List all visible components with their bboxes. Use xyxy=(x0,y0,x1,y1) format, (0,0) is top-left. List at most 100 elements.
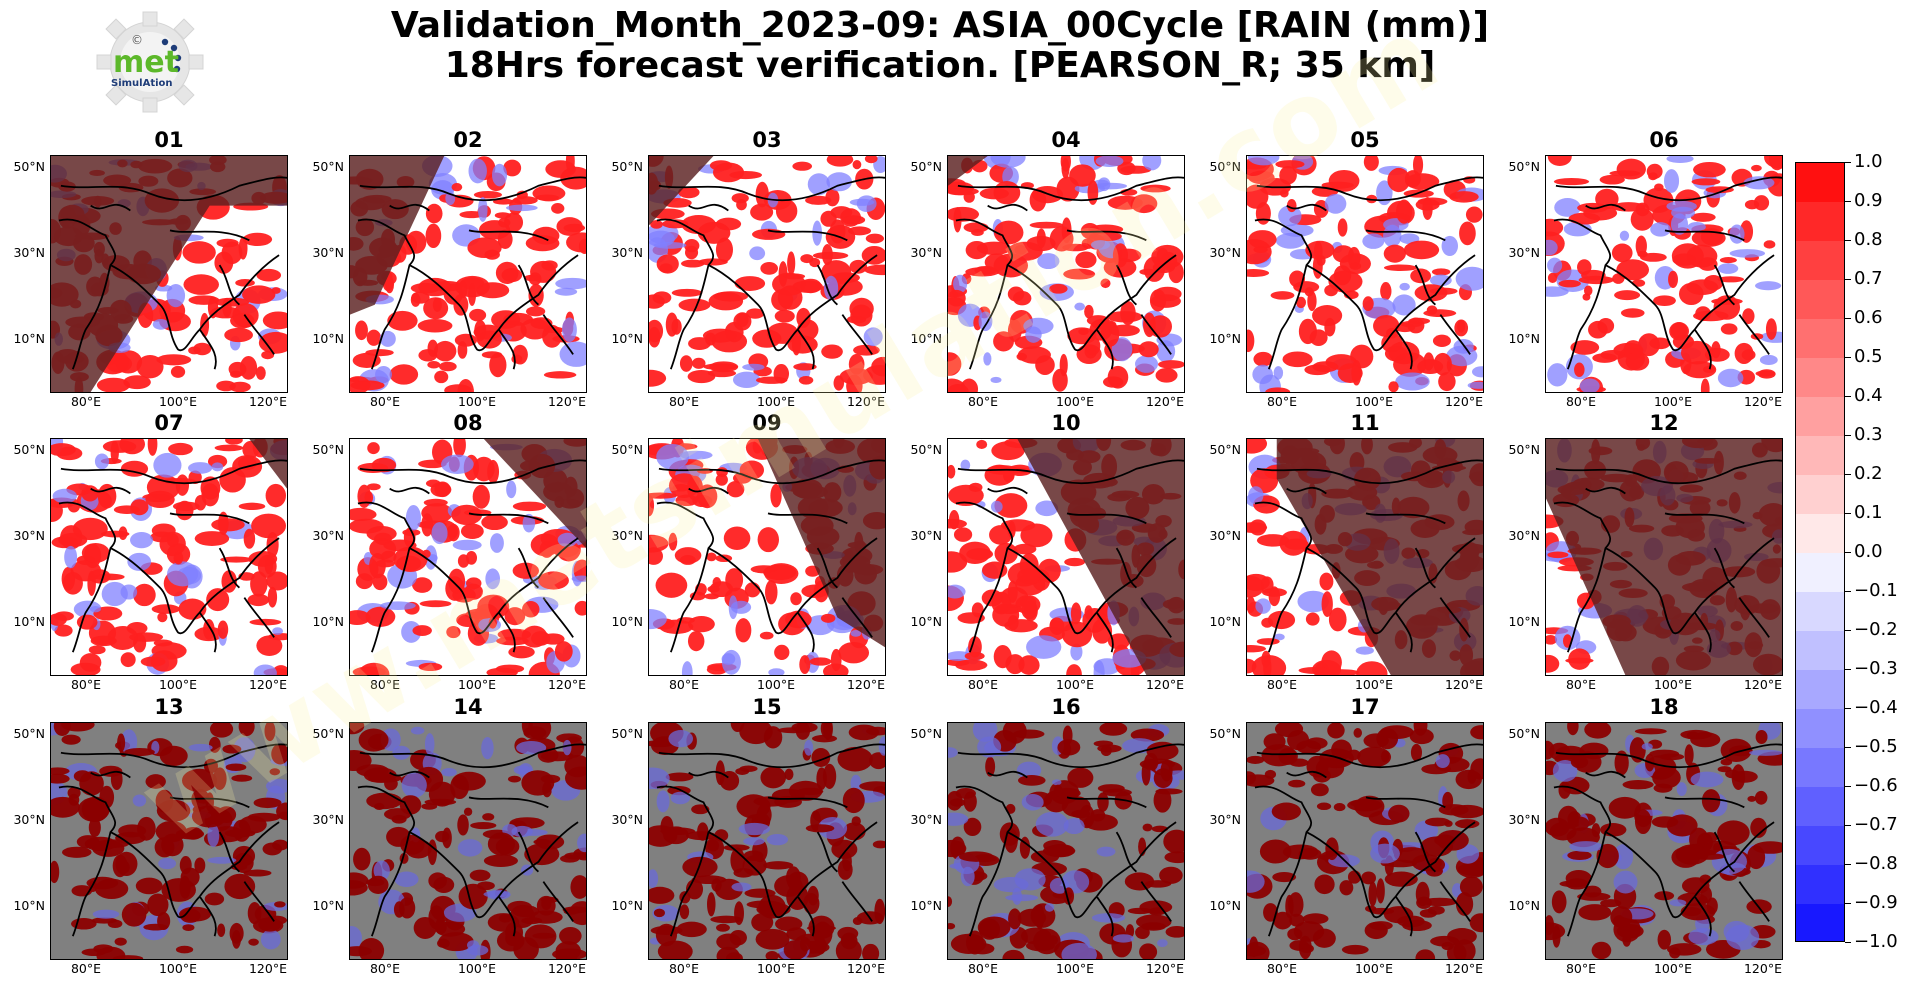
y-tick-label: 30°N xyxy=(611,245,643,260)
x-tick-label: 100°E xyxy=(158,394,197,409)
y-tick-label: 30°N xyxy=(1508,245,1540,260)
y-tick-label: 10°N xyxy=(1508,614,1540,629)
correlation-map xyxy=(349,155,587,393)
colorbar-segment xyxy=(1796,436,1844,476)
y-tick-label: 50°N xyxy=(13,159,45,174)
y-tick-label: 30°N xyxy=(312,528,344,543)
colorbar-segment xyxy=(1796,904,1844,941)
correlation-map xyxy=(50,438,288,676)
colorbar-segment xyxy=(1796,826,1844,866)
correlation-map xyxy=(947,722,1185,960)
x-tick-label: 80°E xyxy=(369,394,401,409)
colorbar-segment xyxy=(1796,475,1844,515)
colorbar-label: 0.9 xyxy=(1854,190,1883,211)
x-tick-label: 120°E xyxy=(248,394,287,409)
x-tick-label: 120°E xyxy=(1743,961,1782,976)
colorbar-label: −0.4 xyxy=(1854,697,1898,718)
x-tick-label: 80°E xyxy=(967,961,999,976)
colorbar-tick xyxy=(1845,630,1851,632)
x-tick-label: 120°E xyxy=(547,677,586,692)
map-panel-15: 15 50°N 30°N 10°N 80°E 100°E 120°E xyxy=(598,695,898,980)
x-tick-label: 100°E xyxy=(158,677,197,692)
x-tick-label: 100°E xyxy=(457,677,496,692)
x-tick-label: 100°E xyxy=(1055,961,1094,976)
map-panel-16: 16 50°N 30°N 10°N 80°E 100°E 120°E xyxy=(897,695,1197,980)
colorbar-segment xyxy=(1796,787,1844,827)
map-panel-14: 14 50°N 30°N 10°N 80°E 100°E 120°E xyxy=(299,695,599,980)
y-tick-label: 30°N xyxy=(13,812,45,827)
panel-title: 05 xyxy=(1350,128,1380,152)
y-tick-label: 30°N xyxy=(13,528,45,543)
y-tick-label: 10°N xyxy=(910,898,942,913)
colorbar-segment xyxy=(1796,514,1844,554)
colorbar-segment xyxy=(1796,631,1844,671)
y-tick-label: 10°N xyxy=(910,331,942,346)
colorbar-tick xyxy=(1845,474,1851,476)
y-tick-label: 50°N xyxy=(13,726,45,741)
x-tick-label: 80°E xyxy=(967,394,999,409)
map-panel-05: 05 50°N 30°N 10°N 80°E 100°E 120°E xyxy=(1196,128,1496,413)
title-line-2: 18Hrs forecast verification. [PEARSON_R;… xyxy=(444,45,1436,86)
correlation-map xyxy=(50,155,288,393)
colorbar-tick xyxy=(1845,903,1851,905)
y-tick-label: 30°N xyxy=(611,528,643,543)
colorbar-segment xyxy=(1796,709,1844,749)
colorbar-segment xyxy=(1796,553,1844,593)
figure-title: Validation_Month_2023-09: ASIA_00Cycle [… xyxy=(330,6,1550,86)
colorbar-tick xyxy=(1845,669,1851,671)
y-tick-label: 50°N xyxy=(910,442,942,457)
x-tick-label: 120°E xyxy=(846,961,885,976)
logo-met-text: met xyxy=(113,45,179,80)
y-tick-label: 50°N xyxy=(1508,442,1540,457)
correlation-map xyxy=(1246,438,1484,676)
y-tick-label: 10°N xyxy=(1209,331,1241,346)
panel-title: 12 xyxy=(1649,411,1679,435)
colorbar-label: −0.5 xyxy=(1854,736,1898,757)
colorbar-segment xyxy=(1796,280,1844,320)
panel-title: 06 xyxy=(1649,128,1679,152)
title-line-1: Validation_Month_2023-09: ASIA_00Cycle [… xyxy=(390,5,1490,46)
x-tick-label: 80°E xyxy=(1565,961,1597,976)
colorbar-segment xyxy=(1796,865,1844,905)
y-tick-label: 10°N xyxy=(312,331,344,346)
colorbar-label: 0.4 xyxy=(1854,385,1883,406)
y-tick-label: 50°N xyxy=(1209,442,1241,457)
x-tick-label: 80°E xyxy=(668,677,700,692)
correlation-map xyxy=(1246,722,1484,960)
colorbar-label: 0.0 xyxy=(1854,541,1883,562)
panel-title: 16 xyxy=(1051,695,1081,719)
x-tick-label: 80°E xyxy=(668,394,700,409)
x-tick-label: 120°E xyxy=(547,394,586,409)
map-panel-03: 03 50°N 30°N 10°N 80°E 100°E 120°E xyxy=(598,128,898,413)
x-tick-label: 80°E xyxy=(1266,961,1298,976)
colorbar-tick xyxy=(1845,201,1851,203)
colorbar-tick xyxy=(1845,942,1851,944)
panel-title: 01 xyxy=(154,128,184,152)
y-tick-label: 10°N xyxy=(1508,898,1540,913)
logo-simulation-text: SimulAtion xyxy=(111,78,173,89)
colorbar-label: 0.6 xyxy=(1854,307,1883,328)
x-tick-label: 80°E xyxy=(369,677,401,692)
y-tick-label: 50°N xyxy=(13,442,45,457)
x-tick-label: 120°E xyxy=(846,394,885,409)
x-tick-label: 100°E xyxy=(1653,394,1692,409)
colorbar-label: 0.7 xyxy=(1854,268,1883,289)
y-tick-label: 30°N xyxy=(1209,528,1241,543)
colorbar-segment xyxy=(1796,202,1844,242)
x-tick-label: 120°E xyxy=(846,677,885,692)
y-tick-label: 30°N xyxy=(1209,245,1241,260)
y-tick-label: 30°N xyxy=(13,245,45,260)
x-tick-label: 80°E xyxy=(1565,677,1597,692)
x-tick-label: 80°E xyxy=(70,394,102,409)
panel-title: 08 xyxy=(453,411,483,435)
map-panel-01: 01 50°N 30°N 10°N 80°E 100°E 120°E xyxy=(0,128,300,413)
x-tick-label: 100°E xyxy=(756,961,795,976)
map-panel-04: 04 50°N 30°N 10°N 80°E 100°E 120°E xyxy=(897,128,1197,413)
x-tick-label: 100°E xyxy=(1354,394,1393,409)
correlation-map xyxy=(1545,438,1783,676)
x-tick-label: 80°E xyxy=(967,677,999,692)
y-tick-label: 10°N xyxy=(910,614,942,629)
x-tick-label: 100°E xyxy=(1653,961,1692,976)
colorbar-label: 0.5 xyxy=(1854,346,1883,367)
y-tick-label: 50°N xyxy=(1209,726,1241,741)
